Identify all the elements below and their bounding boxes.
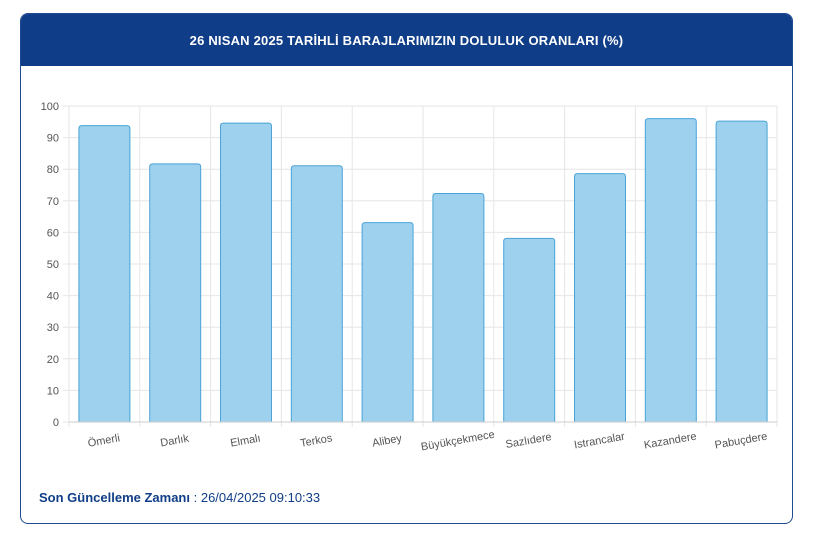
bar-chart: 0 10 20 30 40 50 60 70 80 90 100 Ömerli Darlık Elmalı… [21,66,792,466]
y-tick-label: 70 [47,196,59,208]
x-tick-label: Istrancalar [573,431,626,452]
x-tick-label: Elmalı [229,432,261,449]
bar-0 [78,125,131,423]
bar-9 [715,120,768,423]
y-tick-label: 0 [53,417,59,429]
last-updated-value: 26/04/2025 09:10:33 [200,490,321,505]
last-updated-separator: : [190,490,201,505]
bar-1 [149,163,202,423]
y-tick-label: 90 [47,133,59,145]
y-tick-label: 60 [47,227,59,239]
x-tick-label: Terkos [299,432,333,450]
y-tick-label: 100 [41,101,59,113]
bar-3 [290,165,343,423]
y-tick-label: 80 [47,164,59,176]
last-updated-label: Son Güncelleme Zamanı [39,490,190,505]
last-updated: Son Güncelleme Zamanı : 26/04/2025 09:10… [39,490,320,505]
bar-chart-svg: 0 10 20 30 40 50 60 70 80 90 100 Ömerli Darlık Elmalı… [41,101,778,454]
y-tick-label: 30 [47,322,59,334]
x-tick-label: Pabuçdere [714,431,768,452]
x-tick-label: Büyükçekmece [420,429,496,454]
bar-4 [361,222,414,423]
bar-7 [574,173,626,423]
x-tick-label: Kazandere [643,431,697,452]
bar-5 [432,193,485,423]
y-tick-label: 40 [47,291,59,303]
x-tick-label: Darlık [159,433,190,450]
x-tick-label: Sazlıdere [505,431,553,451]
chart-title: 26 NISAN 2025 TARİHLİ BARAJLARIMIZIN DOL… [21,14,792,66]
y-tick-label: 20 [47,354,59,366]
bar-8 [644,118,697,423]
y-tick-label: 10 [47,385,59,397]
bar-2 [220,122,272,423]
y-tick-label: 50 [47,259,59,271]
chart-card: 26 NISAN 2025 TARİHLİ BARAJLARIMIZIN DOL… [20,13,793,524]
x-tick-label: Alibey [371,432,403,449]
x-tick-label: Ömerli [87,432,121,449]
bar-6 [503,237,556,423]
